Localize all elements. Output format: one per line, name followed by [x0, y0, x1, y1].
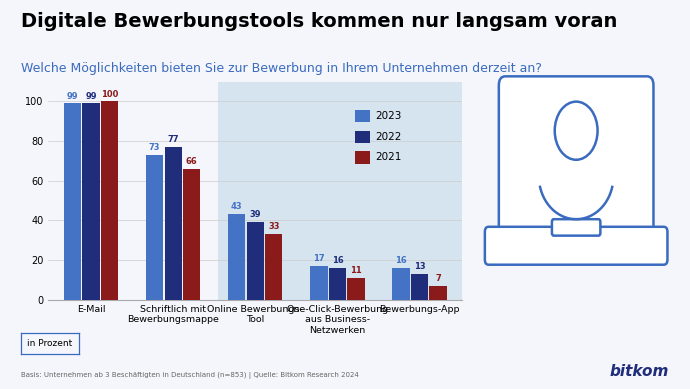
Bar — [347, 278, 364, 300]
Text: 11: 11 — [350, 266, 362, 275]
Text: 100: 100 — [101, 89, 118, 98]
Bar — [429, 286, 446, 300]
Text: 2022: 2022 — [375, 132, 402, 142]
Text: 77: 77 — [168, 135, 179, 144]
Text: 16: 16 — [332, 256, 344, 265]
Bar — [310, 266, 328, 300]
Text: 16: 16 — [395, 256, 407, 265]
Text: 99: 99 — [86, 91, 97, 100]
Text: 17: 17 — [313, 254, 325, 263]
Bar — [146, 155, 164, 300]
Text: 99: 99 — [67, 91, 78, 100]
Text: 43: 43 — [231, 202, 243, 211]
Bar — [411, 274, 428, 300]
Bar — [329, 268, 346, 300]
Text: bitkom: bitkom — [610, 364, 669, 379]
FancyBboxPatch shape — [499, 76, 653, 236]
FancyBboxPatch shape — [485, 227, 667, 265]
Bar — [393, 268, 410, 300]
Bar — [247, 222, 264, 300]
Bar — [265, 234, 282, 300]
Text: Digitale Bewerbungstools kommen nur langsam voran: Digitale Bewerbungstools kommen nur lang… — [21, 12, 617, 31]
Text: 66: 66 — [186, 157, 197, 166]
Text: 2021: 2021 — [375, 152, 402, 162]
Bar — [355, 151, 370, 163]
Text: 33: 33 — [268, 222, 279, 231]
Bar — [228, 214, 246, 300]
Text: Welche Möglichkeiten bieten Sie zur Bewerbung in Ihrem Unternehmen derzeit an?: Welche Möglichkeiten bieten Sie zur Bewe… — [21, 62, 542, 75]
Text: 39: 39 — [250, 210, 261, 219]
Text: 7: 7 — [435, 274, 441, 283]
Bar — [218, 82, 475, 300]
Bar — [355, 131, 370, 143]
Text: 73: 73 — [149, 143, 160, 152]
Text: Basis: Unternehmen ab 3 Beschäftigten in Deutschland (n=853) | Quelle: Bitkom Re: Basis: Unternehmen ab 3 Beschäftigten in… — [21, 372, 358, 379]
Bar — [164, 147, 181, 300]
Bar — [183, 169, 200, 300]
Bar — [64, 103, 81, 300]
Text: 2023: 2023 — [375, 111, 402, 121]
Bar — [355, 110, 370, 123]
Text: 13: 13 — [414, 262, 426, 271]
FancyBboxPatch shape — [552, 219, 600, 236]
Bar — [82, 103, 99, 300]
Text: in Prozent: in Prozent — [28, 339, 72, 348]
Bar — [101, 102, 118, 300]
